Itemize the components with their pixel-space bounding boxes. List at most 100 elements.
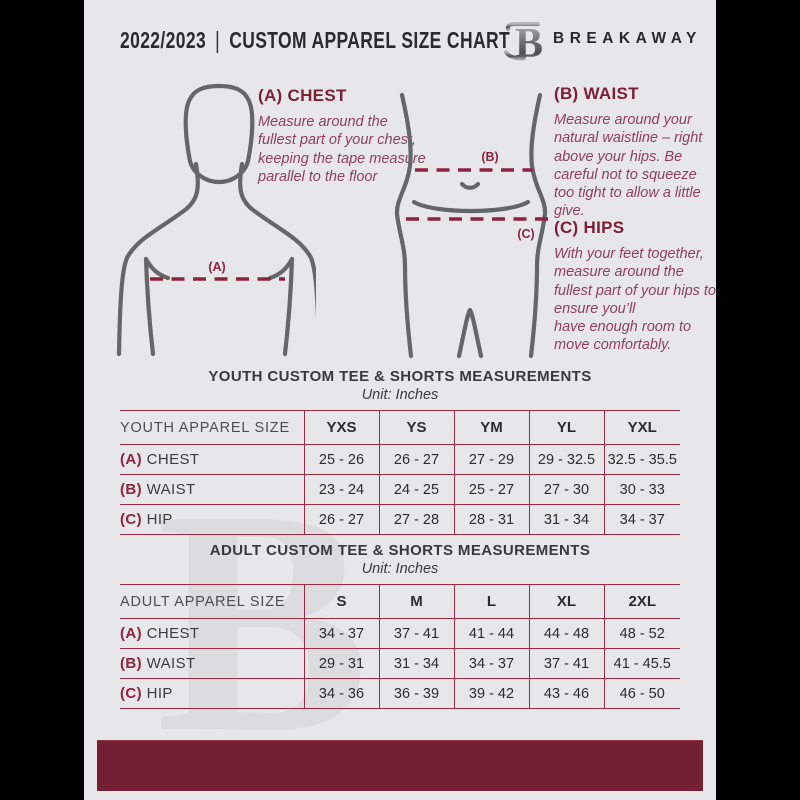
footer-accent-band (97, 740, 703, 791)
table-cell: 36 - 39 (378, 678, 454, 709)
hip-line-label: (C) (517, 227, 534, 241)
youth-hip-prefix: (C) (120, 511, 143, 528)
figure-left-armpit-crease (143, 256, 171, 281)
youth-waist-prefix: (B) (120, 481, 143, 498)
youth-hip-word: HIP (146, 511, 173, 528)
title-separator: | (215, 27, 221, 53)
figure-waistline-curve (411, 199, 531, 214)
table-cell: 41 - 44 (453, 618, 529, 649)
chest-line-label: (A) (208, 260, 225, 274)
youth-chest-word: CHEST (146, 451, 200, 468)
youth-size-yxs: YXS (303, 410, 379, 445)
chest-text: Measure around the fullest part of your … (258, 114, 426, 185)
title-year: 2022/2023 (120, 27, 207, 53)
table-cell: 31 - 34 (528, 504, 604, 535)
figure-right-torso-side (282, 256, 295, 357)
adult-size-table: ADULT APPAREL SIZE S M L XL 2XL (A) CHES… (120, 584, 680, 709)
table-cell: 34 - 37 (603, 504, 680, 535)
table-cell: 25 - 27 (453, 474, 529, 505)
breakaway-logo-icon: B (504, 21, 543, 62)
youth-waist-label: (B) WAIST (120, 474, 304, 505)
youth-table-header-row: YOUTH APPAREL SIZE YXS YS YM YL YXL (120, 410, 680, 445)
table-cell: 29 - 32.5 (528, 444, 604, 475)
adult-waist-word: WAIST (146, 655, 196, 672)
table-cell: 34 - 36 (303, 678, 379, 709)
table-cell: 37 - 41 (528, 648, 604, 679)
youth-section-title: YOUTH CUSTOM TEE & SHORTS MEASUREMENTS U… (84, 368, 716, 403)
adult-hip-prefix: (C) (120, 685, 143, 702)
adult-waist-prefix: (B) (120, 655, 143, 672)
youth-size-table: YOUTH APPAREL SIZE YXS YS YM YL YXL (A) … (120, 410, 680, 535)
table-cell: 34 - 37 (453, 648, 529, 679)
table-cell: 43 - 46 (528, 678, 604, 709)
waist-instruction: (B) WAIST Measure around your natural wa… (554, 84, 712, 221)
youth-hip-label: (C) HIP (120, 504, 304, 535)
figure-left-hip-contour (394, 92, 414, 359)
youth-size-ys: YS (378, 410, 454, 445)
hips-figure: (B) (C) (394, 92, 548, 359)
figure-left-shoulder-arm (116, 161, 200, 357)
adult-size-m: M (378, 584, 454, 619)
hips-text: With your feet together, measure around … (554, 246, 716, 354)
figure-right-shoulder-arm (238, 161, 316, 320)
hips-instruction: (C) HIPS With your feet together, measur… (554, 218, 716, 355)
table-cell: 26 - 27 (303, 504, 379, 535)
adult-size-l: L (453, 584, 529, 619)
table-cell: 29 - 31 (303, 648, 379, 679)
figure-right-hip-contour (528, 92, 548, 359)
table-cell: 23 - 24 (303, 474, 379, 505)
adult-table-header-row: ADULT APPAREL SIZE S M L XL 2XL (120, 584, 680, 619)
adult-hip-row: (C) HIP 34 - 36 36 - 39 39 - 42 43 - 46 … (120, 678, 680, 709)
measurement-diagram-section: (A) (A) CHEST Measure around the fullest… (84, 80, 716, 370)
youth-waist-word: WAIST (146, 481, 196, 498)
table-cell: 27 - 29 (453, 444, 529, 475)
brand-name: BREAKAWAY (553, 30, 702, 47)
youth-size-yxl: YXL (603, 410, 680, 445)
adult-hip-word: HIP (146, 685, 173, 702)
figure-head-outline (183, 83, 255, 185)
page-title: 2022/2023 | CUSTOM APPAREL SIZE CHART (120, 27, 510, 54)
adult-chest-label: (A) CHEST (120, 618, 304, 649)
hips-heading: (C) HIPS (554, 218, 625, 237)
table-cell: 32.5 - 35.5 (603, 444, 680, 475)
table-cell: 27 - 30 (528, 474, 604, 505)
figure-right-armpit-crease (267, 256, 295, 281)
youth-table-unit: Unit: Inches (361, 387, 439, 403)
youth-chest-label: (A) CHEST (120, 444, 304, 475)
adult-hip-label: (C) HIP (120, 678, 304, 709)
table-cell: 44 - 48 (528, 618, 604, 649)
youth-hip-row: (C) HIP 26 - 27 27 - 28 28 - 31 31 - 34 … (120, 504, 680, 535)
header: 2022/2023 | CUSTOM APPAREL SIZE CHART B (84, 0, 716, 70)
table-cell: 28 - 31 (453, 504, 529, 535)
table-cell: 31 - 34 (378, 648, 454, 679)
figure-left-torso-side (143, 256, 156, 357)
figure-inner-legs (456, 307, 484, 359)
table-cell: 34 - 37 (303, 618, 379, 649)
adult-waist-row: (B) WAIST 29 - 31 31 - 34 34 - 37 37 - 4… (120, 648, 680, 679)
adult-table-title: ADULT CUSTOM TEE & SHORTS MEASUREMENTS (209, 542, 591, 559)
adult-size-2xl: 2XL (603, 584, 680, 619)
adult-chest-prefix: (A) (120, 625, 143, 642)
torso-figure: (A) (116, 83, 316, 357)
chest-instruction: (A) CHEST Measure around the fullest par… (258, 86, 428, 186)
youth-chest-prefix: (A) (120, 451, 143, 468)
youth-size-label-header: YOUTH APPAREL SIZE (120, 410, 304, 445)
figure-navel (459, 181, 481, 190)
table-cell: 26 - 27 (378, 444, 454, 475)
adult-table-unit: Unit: Inches (361, 561, 439, 577)
youth-table-title: YOUTH CUSTOM TEE & SHORTS MEASUREMENTS (208, 368, 592, 385)
table-cell: 41 - 45.5 (603, 648, 680, 679)
waist-heading: (B) WAIST (554, 84, 639, 103)
adult-chest-word: CHEST (146, 625, 200, 642)
document-page: B 2022/2023 | CUSTOM APPAREL SIZE CHART (84, 0, 716, 800)
adult-section-title: ADULT CUSTOM TEE & SHORTS MEASUREMENTS U… (84, 542, 716, 577)
waist-line-label: (B) (481, 150, 498, 164)
youth-size-yl: YL (528, 410, 604, 445)
logo-letter: B (515, 21, 543, 62)
chest-heading: (A) CHEST (258, 86, 347, 105)
youth-size-ym: YM (453, 410, 529, 445)
youth-waist-row: (B) WAIST 23 - 24 24 - 25 25 - 27 27 - 3… (120, 474, 680, 505)
table-cell: 46 - 50 (603, 678, 680, 709)
table-cell: 30 - 33 (603, 474, 680, 505)
